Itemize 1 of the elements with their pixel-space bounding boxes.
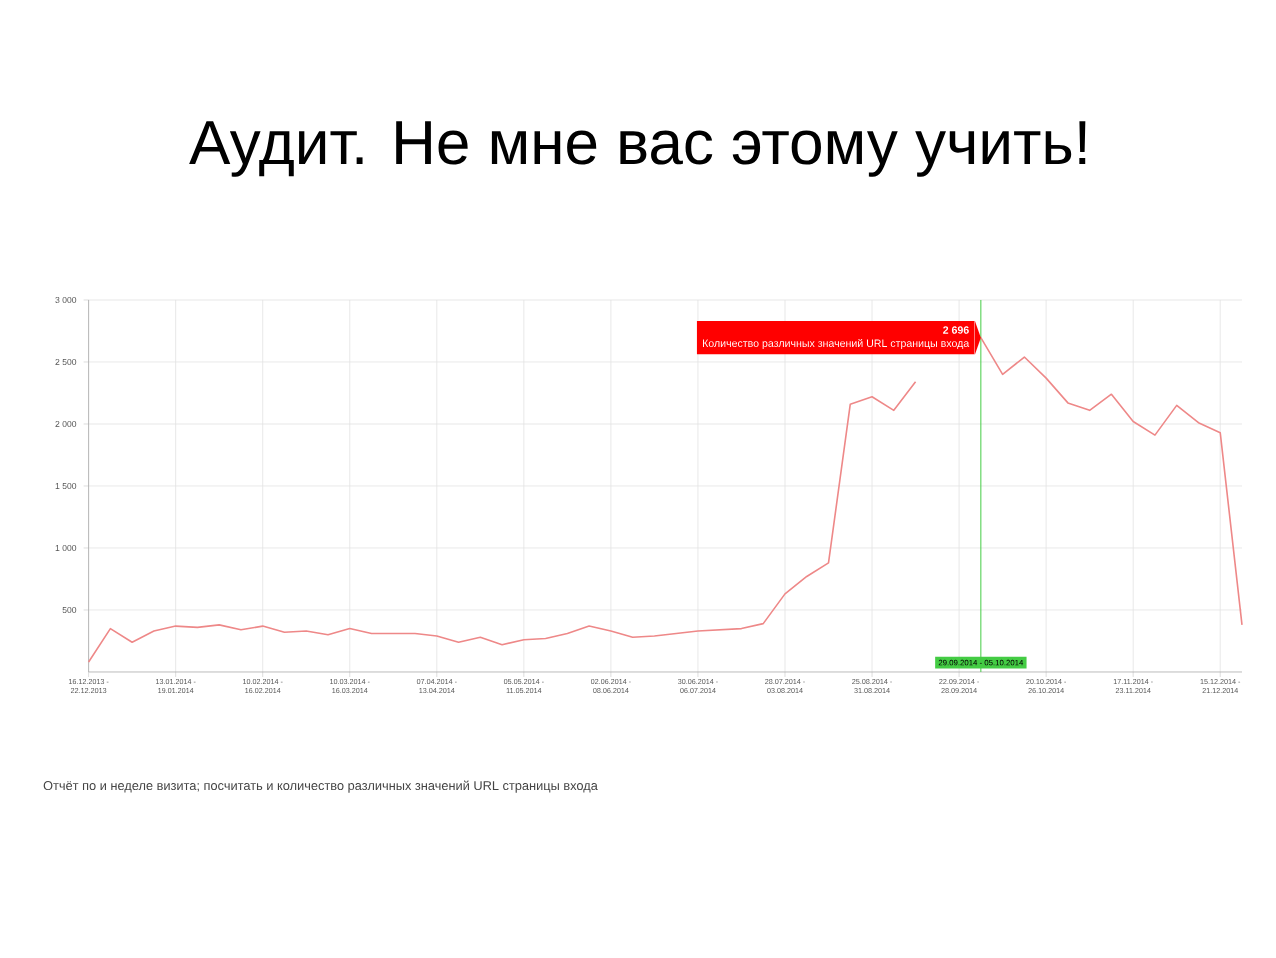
chart-title: Аудит. Не мне вас этому учить!: [189, 121, 1086, 177]
